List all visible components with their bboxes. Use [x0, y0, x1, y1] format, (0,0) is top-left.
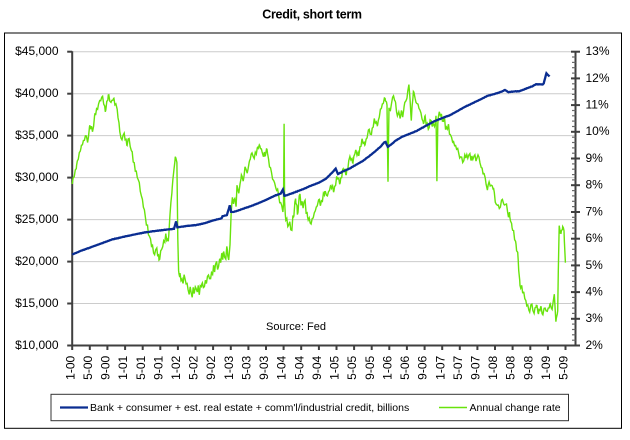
- svg-text:9-04: 9-04: [310, 355, 324, 379]
- svg-text:5-00: 5-00: [81, 355, 95, 379]
- svg-text:$15,000: $15,000: [15, 296, 59, 310]
- svg-text:5-09: 5-09: [557, 355, 571, 379]
- svg-text:Credit, short term: Credit, short term: [262, 8, 362, 22]
- svg-text:1-07: 1-07: [433, 355, 447, 379]
- svg-text:3%: 3%: [586, 311, 604, 325]
- svg-text:$45,000: $45,000: [15, 44, 59, 58]
- svg-text:5-02: 5-02: [187, 355, 201, 379]
- svg-text:5-08: 5-08: [504, 355, 518, 379]
- svg-text:$40,000: $40,000: [15, 86, 59, 100]
- svg-text:9-03: 9-03: [257, 355, 271, 379]
- svg-text:12%: 12%: [586, 71, 610, 85]
- svg-text:Source: Fed: Source: Fed: [266, 321, 326, 333]
- svg-text:$35,000: $35,000: [15, 128, 59, 142]
- svg-text:9-06: 9-06: [416, 355, 430, 379]
- svg-text:5-01: 5-01: [134, 355, 148, 379]
- svg-text:5-04: 5-04: [292, 355, 306, 379]
- svg-text:9-05: 9-05: [363, 355, 377, 379]
- svg-text:1-06: 1-06: [380, 355, 394, 379]
- svg-text:Annual change rate: Annual change rate: [470, 402, 561, 414]
- svg-text:5-06: 5-06: [398, 355, 412, 379]
- svg-text:5-05: 5-05: [345, 355, 359, 379]
- svg-text:9-08: 9-08: [521, 355, 535, 379]
- svg-text:9%: 9%: [586, 151, 604, 165]
- svg-text:7%: 7%: [586, 204, 604, 218]
- svg-text:1-05: 1-05: [328, 355, 342, 379]
- svg-text:Bank + consumer + est. real es: Bank + consumer + est. real estate + com…: [90, 402, 409, 414]
- svg-text:5-07: 5-07: [451, 355, 465, 379]
- svg-text:$25,000: $25,000: [15, 212, 59, 226]
- svg-text:9-07: 9-07: [469, 355, 483, 379]
- svg-text:$20,000: $20,000: [15, 254, 59, 268]
- svg-text:1-03: 1-03: [222, 355, 236, 379]
- svg-text:9-01: 9-01: [151, 355, 165, 379]
- svg-text:11%: 11%: [586, 98, 609, 112]
- svg-text:10%: 10%: [586, 124, 610, 138]
- svg-text:9-00: 9-00: [99, 355, 113, 379]
- svg-text:9-02: 9-02: [204, 355, 218, 379]
- svg-text:$10,000: $10,000: [15, 338, 59, 352]
- svg-text:1-00: 1-00: [63, 355, 77, 379]
- svg-text:8%: 8%: [586, 178, 604, 192]
- svg-text:13%: 13%: [586, 44, 610, 58]
- svg-text:1-01: 1-01: [116, 355, 130, 379]
- svg-text:4%: 4%: [586, 285, 604, 299]
- svg-text:1-04: 1-04: [275, 355, 289, 379]
- svg-text:6%: 6%: [586, 231, 604, 245]
- svg-text:5%: 5%: [586, 258, 604, 272]
- svg-text:5-03: 5-03: [240, 355, 254, 379]
- svg-text:1-08: 1-08: [486, 355, 500, 379]
- svg-text:$30,000: $30,000: [15, 170, 59, 184]
- svg-text:1-09: 1-09: [539, 355, 553, 379]
- svg-text:2%: 2%: [586, 338, 604, 352]
- svg-text:1-02: 1-02: [169, 355, 183, 379]
